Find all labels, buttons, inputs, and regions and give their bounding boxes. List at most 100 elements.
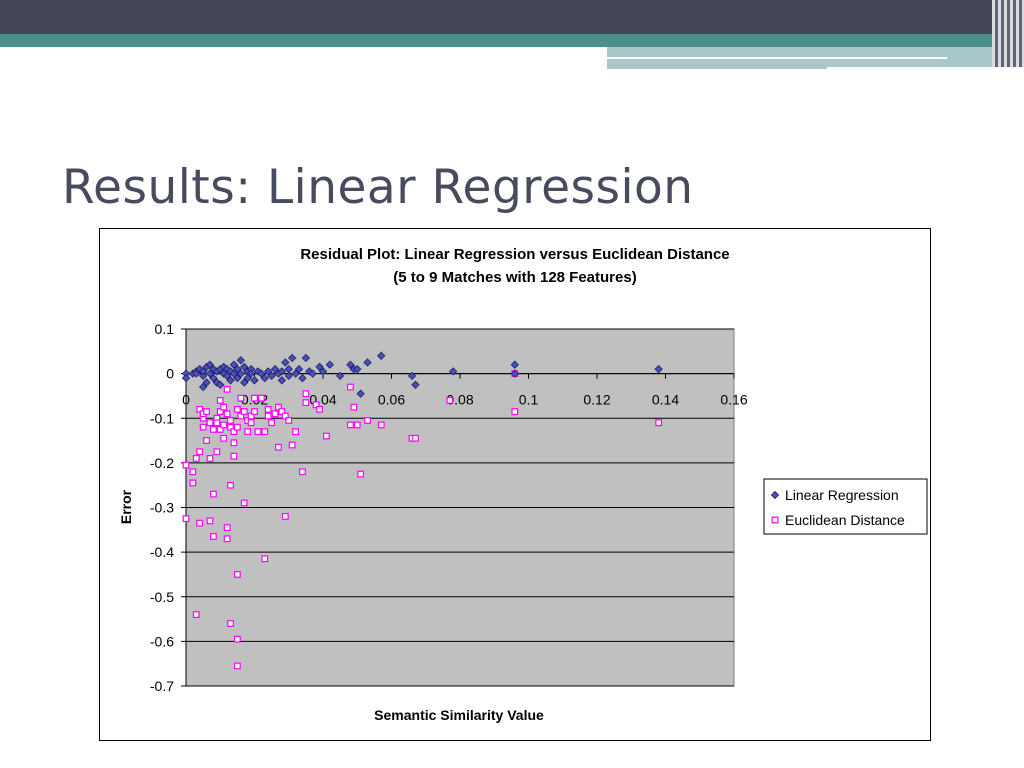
linear-regression-point <box>298 373 307 383</box>
euclidean-distance-point <box>271 410 279 418</box>
header-white-line <box>607 57 947 59</box>
x-tick-label: 0.1 <box>519 392 539 408</box>
euclidean-distance-point <box>213 448 221 456</box>
x-tick-label: 0.06 <box>378 392 405 408</box>
euclidean-distance-point <box>285 417 293 424</box>
euclidean-distance-point <box>227 423 234 431</box>
gridlines <box>186 328 734 687</box>
linear-regression-point <box>205 360 215 369</box>
euclidean-distance-point <box>251 394 258 402</box>
y-tick-label: 0.1 <box>155 321 175 337</box>
linear-regression-point <box>257 369 266 378</box>
linear-regression-point <box>205 369 215 378</box>
euclidean-distance-point <box>189 468 197 476</box>
x-tick-label: 0.16 <box>720 392 747 408</box>
header-teal-band <box>0 34 1024 47</box>
linear-regression-point <box>216 380 225 389</box>
linear-regression-point <box>294 364 304 374</box>
y-tick-label: 0 <box>166 366 174 382</box>
linear-regression-point <box>236 356 245 365</box>
euclidean-distance-point <box>302 399 310 407</box>
linear-regression-point <box>202 378 211 387</box>
linear-regression-point <box>291 369 300 378</box>
linear-regression-point <box>301 353 311 363</box>
header-thin-line <box>607 67 827 69</box>
linear-regression-point <box>335 371 345 381</box>
euclidean-distance-point <box>209 533 217 540</box>
euclidean-distance-point <box>233 635 241 643</box>
euclidean-distance-point <box>353 421 361 429</box>
euclidean-distance-point <box>240 499 248 507</box>
legend-diamond-marker <box>770 490 780 500</box>
euclidean-distance-point <box>220 403 228 411</box>
y-tick-label: -0.5 <box>150 589 174 605</box>
linear-regression-point <box>260 373 269 383</box>
euclidean-distance-point <box>292 428 300 436</box>
legend: Linear Regression Euclidean Distance <box>763 478 928 535</box>
euclidean-distance-point <box>251 408 258 415</box>
euclidean-distance-point <box>196 519 204 527</box>
euclidean-distance-point <box>227 620 234 627</box>
euclidean-distance-point <box>230 452 238 460</box>
euclidean-distance-point <box>206 419 214 427</box>
euclidean-distance-point <box>237 412 245 420</box>
linear-regression-point <box>243 373 252 383</box>
euclidean-distance-point <box>254 428 262 436</box>
linear-regression-point <box>353 364 362 374</box>
y-tick-label: -0.7 <box>150 678 174 694</box>
euclidean-distance-point <box>278 408 286 415</box>
euclidean-distance-point <box>213 419 221 427</box>
euclidean-distance-point <box>247 412 255 420</box>
linear-regression-point <box>281 358 290 367</box>
y-tick-label: -0.6 <box>150 633 174 649</box>
linear-regression-point <box>250 376 259 385</box>
euclidean-distance-point <box>216 408 224 415</box>
linear-regression-point <box>198 371 208 381</box>
euclidean-distance-point <box>264 412 272 420</box>
euclidean-distance-point <box>655 419 663 427</box>
linear-regression-point <box>407 371 417 381</box>
euclidean-distance-point <box>233 662 241 670</box>
x-axis-title: Semantic Similarity Value <box>374 707 544 723</box>
linear-regression-point <box>510 360 519 369</box>
linear-regression-point <box>198 382 208 392</box>
euclidean-distance-point <box>216 426 224 433</box>
euclidean-distance-point <box>227 481 234 489</box>
euclidean-distance-point <box>288 441 296 449</box>
euclidean-distance-point <box>206 455 214 462</box>
linear-regression-point <box>240 362 249 372</box>
x-tick-label: 0 <box>182 392 190 408</box>
legend-items: Linear Regression Euclidean Distance <box>770 487 905 528</box>
linear-regression-point <box>377 351 386 360</box>
euclidean-distance-point <box>350 403 358 411</box>
euclidean-distance-point <box>247 419 255 427</box>
legend-label: Linear Regression <box>785 487 899 503</box>
data-points <box>181 351 663 670</box>
y-axis-title: Error <box>118 489 134 524</box>
linear-regression-point <box>229 360 239 369</box>
euclidean-distance-point <box>223 535 231 543</box>
linear-regression-point <box>315 362 324 372</box>
euclidean-distance-point <box>237 394 245 402</box>
euclidean-distance-point <box>316 405 323 413</box>
linear-regression-point <box>277 367 287 376</box>
euclidean-distance-point <box>281 513 289 520</box>
euclidean-distance-point <box>227 417 234 424</box>
euclidean-distance-point <box>206 517 214 525</box>
euclidean-distance-point <box>244 428 252 436</box>
tick-labels: 0.10-0.1-0.2-0.3-0.4-0.5-0.6-0.700.020.0… <box>150 321 748 694</box>
euclidean-distance-point <box>446 397 454 404</box>
slide-title: Results: Linear Regression <box>62 160 694 215</box>
chart-container: Residual Plot: Linear Regression versus … <box>99 228 931 741</box>
linear-regression-point <box>325 360 335 369</box>
chart-subtitle: (5 to 9 Matches with 128 Features) <box>393 269 636 286</box>
euclidean-distance-point <box>223 524 231 531</box>
x-tick-label: 0.12 <box>583 392 610 408</box>
chart-title: Residual Plot: Linear Regression versus … <box>300 246 729 263</box>
euclidean-distance-point <box>281 412 289 420</box>
legend-box <box>763 478 928 535</box>
linear-regression-point <box>198 367 208 376</box>
linear-regression-point <box>448 367 458 376</box>
linear-regression-point <box>654 364 663 374</box>
euclidean-distance-point <box>377 421 385 429</box>
